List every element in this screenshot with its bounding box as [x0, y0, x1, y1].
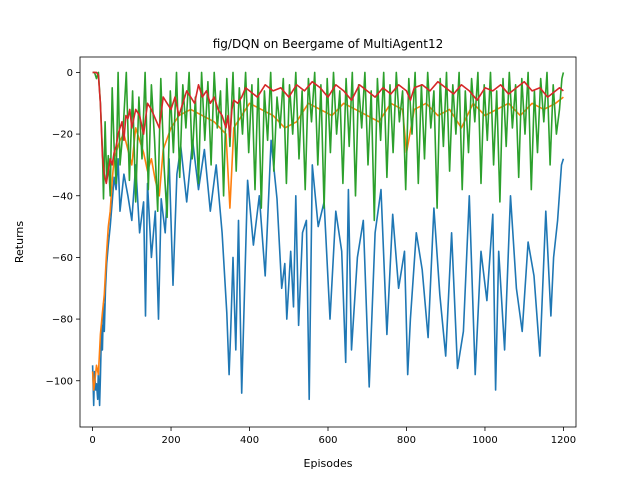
chart-title: fig/DQN on Beergame of MultiAgent12	[213, 37, 444, 51]
x-tick-label-3: 600	[318, 435, 337, 446]
series-line-3	[92, 71, 564, 185]
y-tick-label-5: −100	[46, 376, 73, 387]
y-ticks: 0 −20 −40 −60 −80 −100	[46, 68, 80, 387]
y-tick-label-0: 0	[67, 68, 73, 79]
x-tick-label-1: 200	[161, 435, 180, 446]
x-tick-label-4: 800	[397, 435, 416, 446]
series-line-1	[91, 96, 564, 391]
series-line-2	[92, 71, 565, 222]
x-tick-label-5: 1000	[472, 435, 497, 446]
y-tick-label-3: −60	[52, 253, 73, 264]
x-tick-label-0: 0	[89, 435, 95, 446]
y-tick-label-4: −80	[52, 315, 73, 326]
y-axis-label: Returns	[13, 221, 26, 264]
series-layer	[91, 71, 565, 407]
y-tick-label-2: −40	[52, 191, 73, 202]
x-axis-label: Episodes	[304, 457, 353, 470]
series-line-0	[91, 139, 565, 407]
x-tick-label-6: 1200	[551, 435, 576, 446]
x-tick-label-2: 400	[240, 435, 259, 446]
x-ticks: 0 200 400 600 800 1000 1200	[89, 427, 576, 446]
y-tick-label-1: −20	[52, 130, 73, 141]
